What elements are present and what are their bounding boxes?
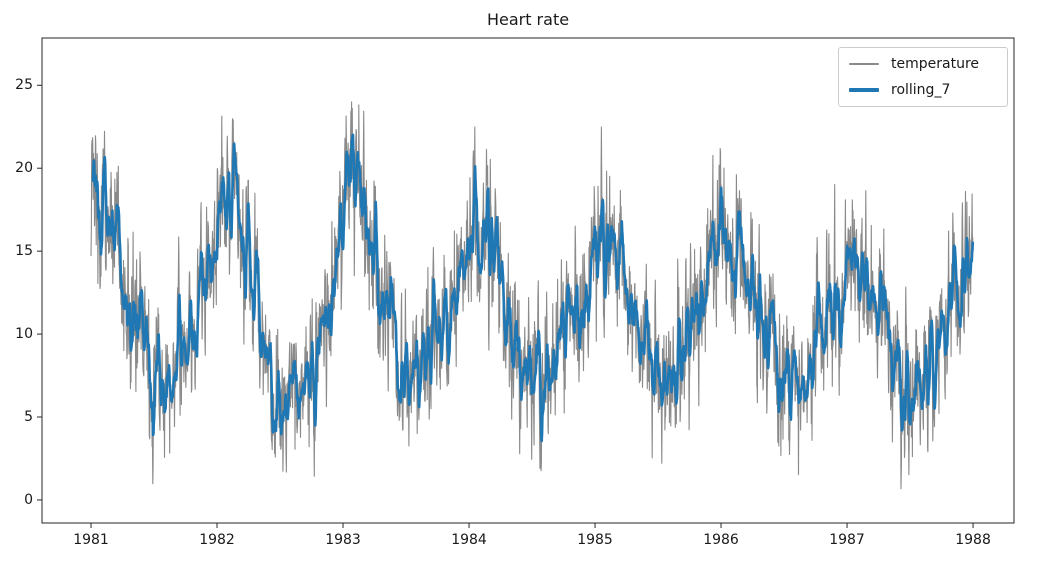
temperature-line-sample: [849, 63, 879, 65]
chart-title: Heart rate: [486, 10, 570, 29]
x-tick-label: 1981: [73, 532, 109, 548]
legend: temperature rolling_7: [838, 47, 1008, 107]
axis-tick-marks: [37, 84, 974, 528]
rolling-7-line: [91, 133, 975, 443]
x-tick-label: 1988: [955, 532, 991, 548]
rolling-7-line-sample: [849, 88, 879, 92]
x-tick-label: 1986: [703, 532, 739, 548]
x-tick-label: 1983: [325, 532, 361, 548]
legend-item-temperature: temperature: [849, 55, 997, 73]
x-tick-label: 1982: [199, 532, 235, 548]
y-tick-label: 25: [15, 77, 33, 94]
axes-spines: [41, 37, 1015, 524]
legend-label-rolling-7: rolling_7: [891, 82, 951, 98]
y-tick-label: 10: [15, 326, 33, 343]
y-tick-label: 20: [15, 160, 33, 177]
y-tick-label: 15: [15, 243, 33, 260]
x-tick-label: 1985: [577, 532, 613, 548]
legend-item-rolling-7: rolling_7: [849, 81, 997, 99]
y-tick-label: 5: [24, 409, 33, 425]
legend-label-temperature: temperature: [891, 56, 979, 72]
x-tick-label: 1987: [829, 532, 865, 548]
y-tick-label: 0: [24, 491, 33, 508]
x-tick-label: 1984: [451, 532, 487, 548]
temperature-line: [90, 101, 974, 490]
